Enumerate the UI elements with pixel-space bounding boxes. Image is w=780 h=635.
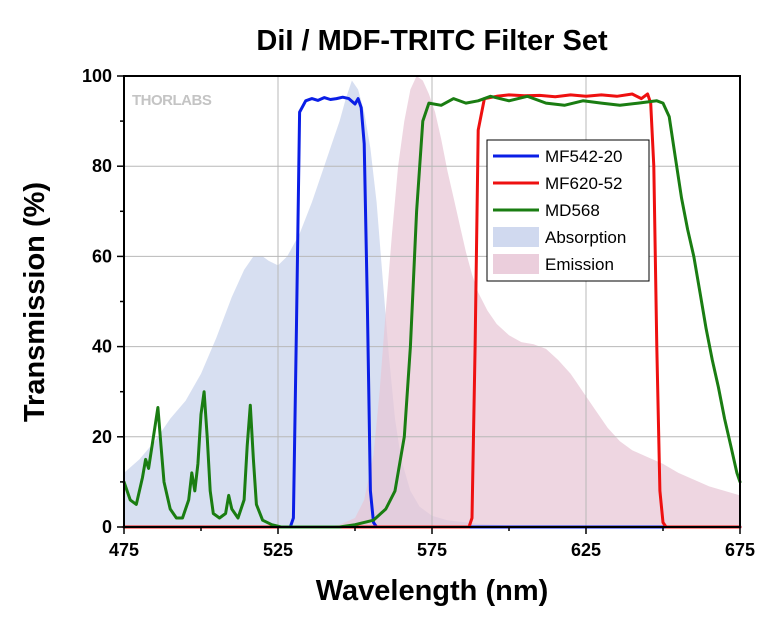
y-axis-label: Transmission (%) <box>19 182 51 422</box>
y-tick-label: 0 <box>102 517 112 537</box>
legend-label: MD568 <box>545 201 600 220</box>
x-tick-label: 475 <box>109 540 139 560</box>
emission-legend-swatch <box>493 254 539 274</box>
legend-label: Emission <box>545 255 614 274</box>
y-tick-label: 40 <box>92 337 112 357</box>
y-tick-label: 60 <box>92 246 112 266</box>
mf620-52-curve <box>122 92 742 529</box>
legend: MF542-20 MF620-52 MD568 Absorption Emission <box>486 139 650 282</box>
x-axis-label: Wavelength (nm) <box>316 575 549 607</box>
y-tick-label: 100 <box>82 66 112 86</box>
legend-label: MF542-20 <box>545 147 622 166</box>
legend-label: MF620-52 <box>545 174 622 193</box>
y-tick-label: 80 <box>92 156 112 176</box>
x-tick-label: 625 <box>571 540 601 560</box>
mf542-20-curve <box>122 95 742 529</box>
axes <box>117 75 741 534</box>
absorption-legend-swatch <box>493 227 539 247</box>
filter-curves <box>122 92 742 529</box>
chart-title: DiI / MDF-TRITC Filter Set <box>256 25 608 57</box>
x-tick-label: 525 <box>263 540 293 560</box>
x-tick-label: 575 <box>417 540 447 560</box>
y-tick-label: 20 <box>92 427 112 447</box>
md568-curve <box>122 94 742 529</box>
x-tick-label: 675 <box>725 540 755 560</box>
tick-labels: 475 525 575 625 675 0 20 40 60 80 100 <box>82 66 755 560</box>
legend-label: Absorption <box>545 228 626 247</box>
thorlabs-watermark: THORLABS <box>132 92 212 109</box>
